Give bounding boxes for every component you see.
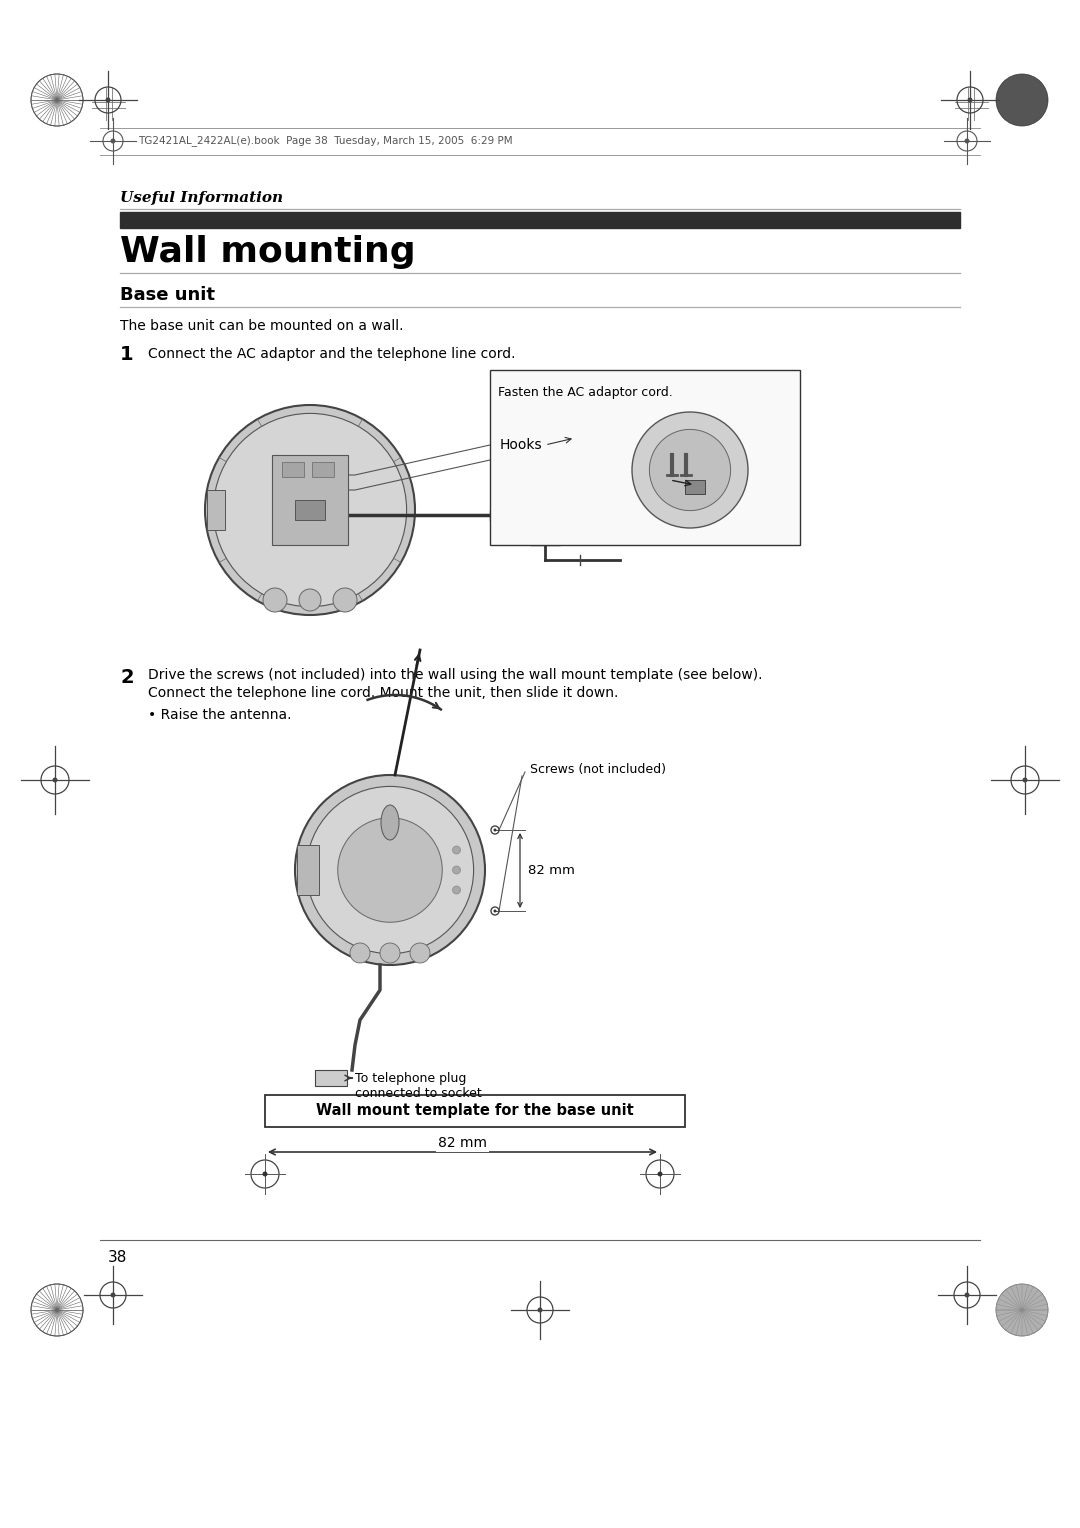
Bar <box>530 495 561 545</box>
Bar <box>295 500 325 520</box>
Circle shape <box>333 588 357 613</box>
Circle shape <box>964 139 970 144</box>
Circle shape <box>307 787 474 953</box>
Circle shape <box>350 943 370 963</box>
Circle shape <box>295 775 485 966</box>
Circle shape <box>649 429 730 510</box>
Circle shape <box>264 588 287 613</box>
Text: Fasten the AC adaptor cord.: Fasten the AC adaptor cord. <box>498 387 673 399</box>
Circle shape <box>538 1308 542 1313</box>
Circle shape <box>410 943 430 963</box>
Circle shape <box>494 828 497 831</box>
Circle shape <box>53 778 57 782</box>
Text: • Raise the antenna.: • Raise the antenna. <box>148 707 292 723</box>
Text: The base unit can be mounted on a wall.: The base unit can be mounted on a wall. <box>120 319 404 333</box>
Text: Base unit: Base unit <box>120 286 215 304</box>
Text: Wall mounting: Wall mounting <box>120 235 416 269</box>
Circle shape <box>380 943 400 963</box>
Text: 1: 1 <box>120 344 134 364</box>
Text: To power
outlet: To power outlet <box>645 500 701 529</box>
Bar <box>315 1070 347 1086</box>
Text: Connect the telephone line cord. Mount the unit, then slide it down.: Connect the telephone line cord. Mount t… <box>148 686 619 700</box>
Circle shape <box>494 909 497 912</box>
Bar <box>265 1096 685 1128</box>
Bar <box>685 480 705 494</box>
Text: Drive the screws (not included) into the wall using the wall mount template (see: Drive the screws (not included) into the… <box>148 668 762 681</box>
Text: 2: 2 <box>120 668 134 688</box>
Circle shape <box>106 98 110 102</box>
Text: Useful Information: Useful Information <box>120 191 283 205</box>
Bar <box>272 455 348 545</box>
Circle shape <box>205 405 415 614</box>
Circle shape <box>1023 778 1027 782</box>
Circle shape <box>453 847 460 854</box>
Text: 38: 38 <box>108 1250 127 1265</box>
Circle shape <box>31 73 83 125</box>
Text: Wall mount template for the base unit: Wall mount template for the base unit <box>316 1103 634 1118</box>
Circle shape <box>968 98 972 102</box>
Bar <box>207 490 225 530</box>
Circle shape <box>338 817 442 923</box>
Text: TG2421AL_2422AL(e).book  Page 38  Tuesday, March 15, 2005  6:29 PM: TG2421AL_2422AL(e).book Page 38 Tuesday,… <box>138 136 513 147</box>
Circle shape <box>262 1172 268 1177</box>
Text: Screws (not included): Screws (not included) <box>530 764 666 776</box>
Text: Hooks: Hooks <box>500 439 542 452</box>
Circle shape <box>214 414 406 607</box>
Text: To telephone plug
connected to socket: To telephone plug connected to socket <box>355 1073 482 1100</box>
Circle shape <box>453 886 460 894</box>
Bar <box>282 461 303 477</box>
Bar <box>297 845 319 895</box>
Circle shape <box>453 866 460 874</box>
Bar <box>312 461 334 477</box>
Text: Connect the AC adaptor and the telephone line cord.: Connect the AC adaptor and the telephone… <box>148 347 515 361</box>
Circle shape <box>964 1293 970 1297</box>
Circle shape <box>996 73 1048 125</box>
Text: 82 mm: 82 mm <box>528 863 575 877</box>
Circle shape <box>996 1284 1048 1335</box>
Circle shape <box>632 413 748 529</box>
Text: 82 mm: 82 mm <box>438 1135 487 1151</box>
Bar <box>120 212 960 228</box>
Ellipse shape <box>381 805 399 840</box>
Circle shape <box>31 1284 83 1335</box>
Circle shape <box>299 588 321 611</box>
Circle shape <box>110 1293 116 1297</box>
Bar <box>490 370 800 545</box>
Circle shape <box>110 139 116 144</box>
Circle shape <box>658 1172 662 1177</box>
